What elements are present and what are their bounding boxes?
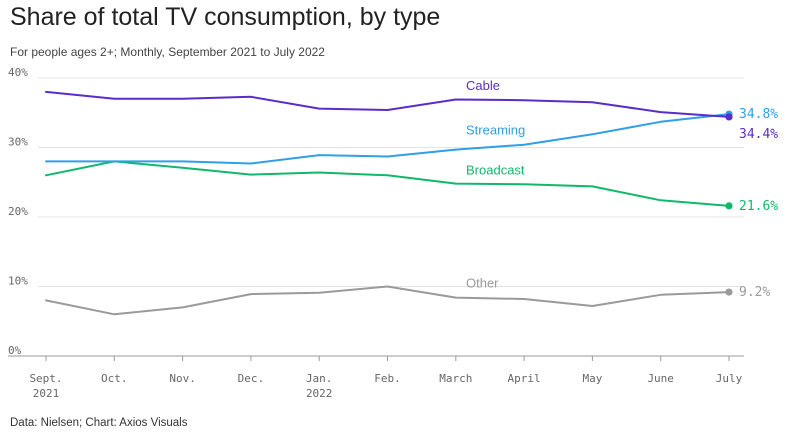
cable-series-label: Cable [466,78,500,93]
cable-end-value: 34.4% [739,127,778,142]
broadcast-line [45,160,730,207]
x-tick-label: March [439,372,472,385]
x-tick-label: Sept. [29,372,62,385]
x-tick-label: Nov. [169,372,196,385]
chart-title: Share of total TV consumption, by type [10,3,441,31]
y-tick-label: 30% [8,136,28,149]
y-tick-label: 40% [8,66,28,79]
broadcast-end-point [725,202,733,210]
x-tick-label: Dec. [238,372,265,385]
other-end-value: 9.2% [739,285,770,300]
y-tick-label: 0% [8,344,22,357]
x-tick-label: July [716,372,743,385]
streaming-series-label: Streaming [466,123,525,138]
source-note: Data: Nielsen; Chart: Axios Visuals [10,417,188,429]
streaming-line [45,113,730,165]
cable-line [45,90,730,118]
x-tick-label: April [508,372,541,385]
x-tick-label: May [582,372,602,385]
streaming-end-value: 34.8% [739,107,778,122]
x-tick-label: Oct. [101,372,128,385]
x-tick-label-year: 2021 [33,387,60,400]
cable-end-point [725,113,733,121]
x-tick-label: June [647,372,674,385]
other-end-point [725,288,733,296]
broadcast-series-label: Broadcast [466,162,525,177]
x-tick-label: Feb. [374,372,401,385]
other-series-label: Other [466,276,499,291]
broadcast-end-value: 21.6% [739,199,778,214]
chart-subtitle: For people ages 2+; Monthly, September 2… [10,45,325,59]
y-tick-label: 20% [8,205,28,218]
x-tick-label-year: 2022 [306,387,333,400]
y-tick-label: 10% [8,275,28,288]
x-tick-label: Jan. [306,372,333,385]
other-line [45,285,730,316]
